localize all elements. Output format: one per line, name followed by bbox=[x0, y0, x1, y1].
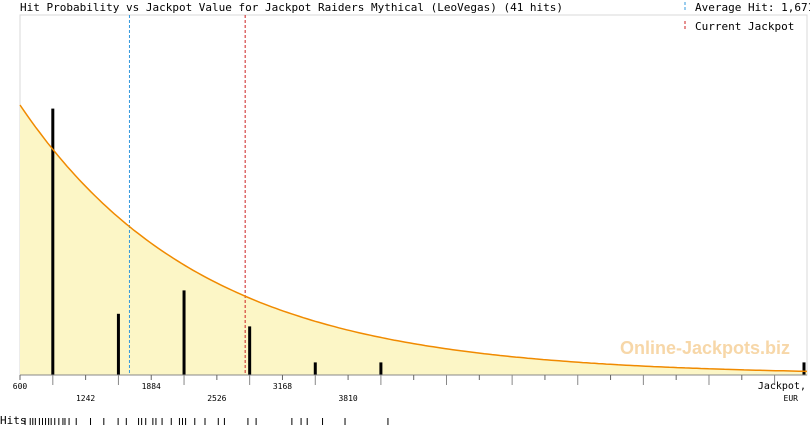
x-axis: 600 1884 3168 1242 2526 3810 bbox=[13, 374, 807, 403]
x-tick-label: 2526 bbox=[207, 394, 226, 403]
hits-label: Hits bbox=[0, 414, 27, 425]
hit-bar bbox=[313, 362, 317, 375]
x-tick-label: 600 bbox=[13, 382, 28, 391]
x-tick-label: 1242 bbox=[76, 394, 95, 403]
probability-curve bbox=[19, 104, 808, 373]
x-tick-label: 3168 bbox=[273, 382, 292, 391]
chart-title: Hit Probability vs Jackpot Value for Jac… bbox=[20, 1, 563, 14]
hit-bar bbox=[379, 362, 383, 375]
hit-bar bbox=[248, 326, 252, 375]
x-tick-label: 3810 bbox=[338, 394, 357, 403]
x-tick-label: 1884 bbox=[142, 382, 161, 391]
hit-bar bbox=[116, 313, 120, 375]
hit-bar bbox=[51, 108, 55, 375]
x-axis-label: Jackpot, bbox=[758, 381, 806, 392]
current-jackpot-legend-label: Current Jackpot bbox=[695, 20, 794, 33]
hits-rug bbox=[24, 418, 389, 425]
average-hit-legend-label: Average Hit: 1,671 bbox=[695, 1, 810, 14]
hit-bar bbox=[802, 362, 806, 375]
x-axis-unit: EUR bbox=[784, 394, 799, 403]
probability-area bbox=[20, 105, 807, 375]
plot-area bbox=[19, 14, 808, 376]
hit-bar bbox=[182, 290, 186, 375]
watermark: Online-Jackpots.biz bbox=[620, 338, 790, 358]
